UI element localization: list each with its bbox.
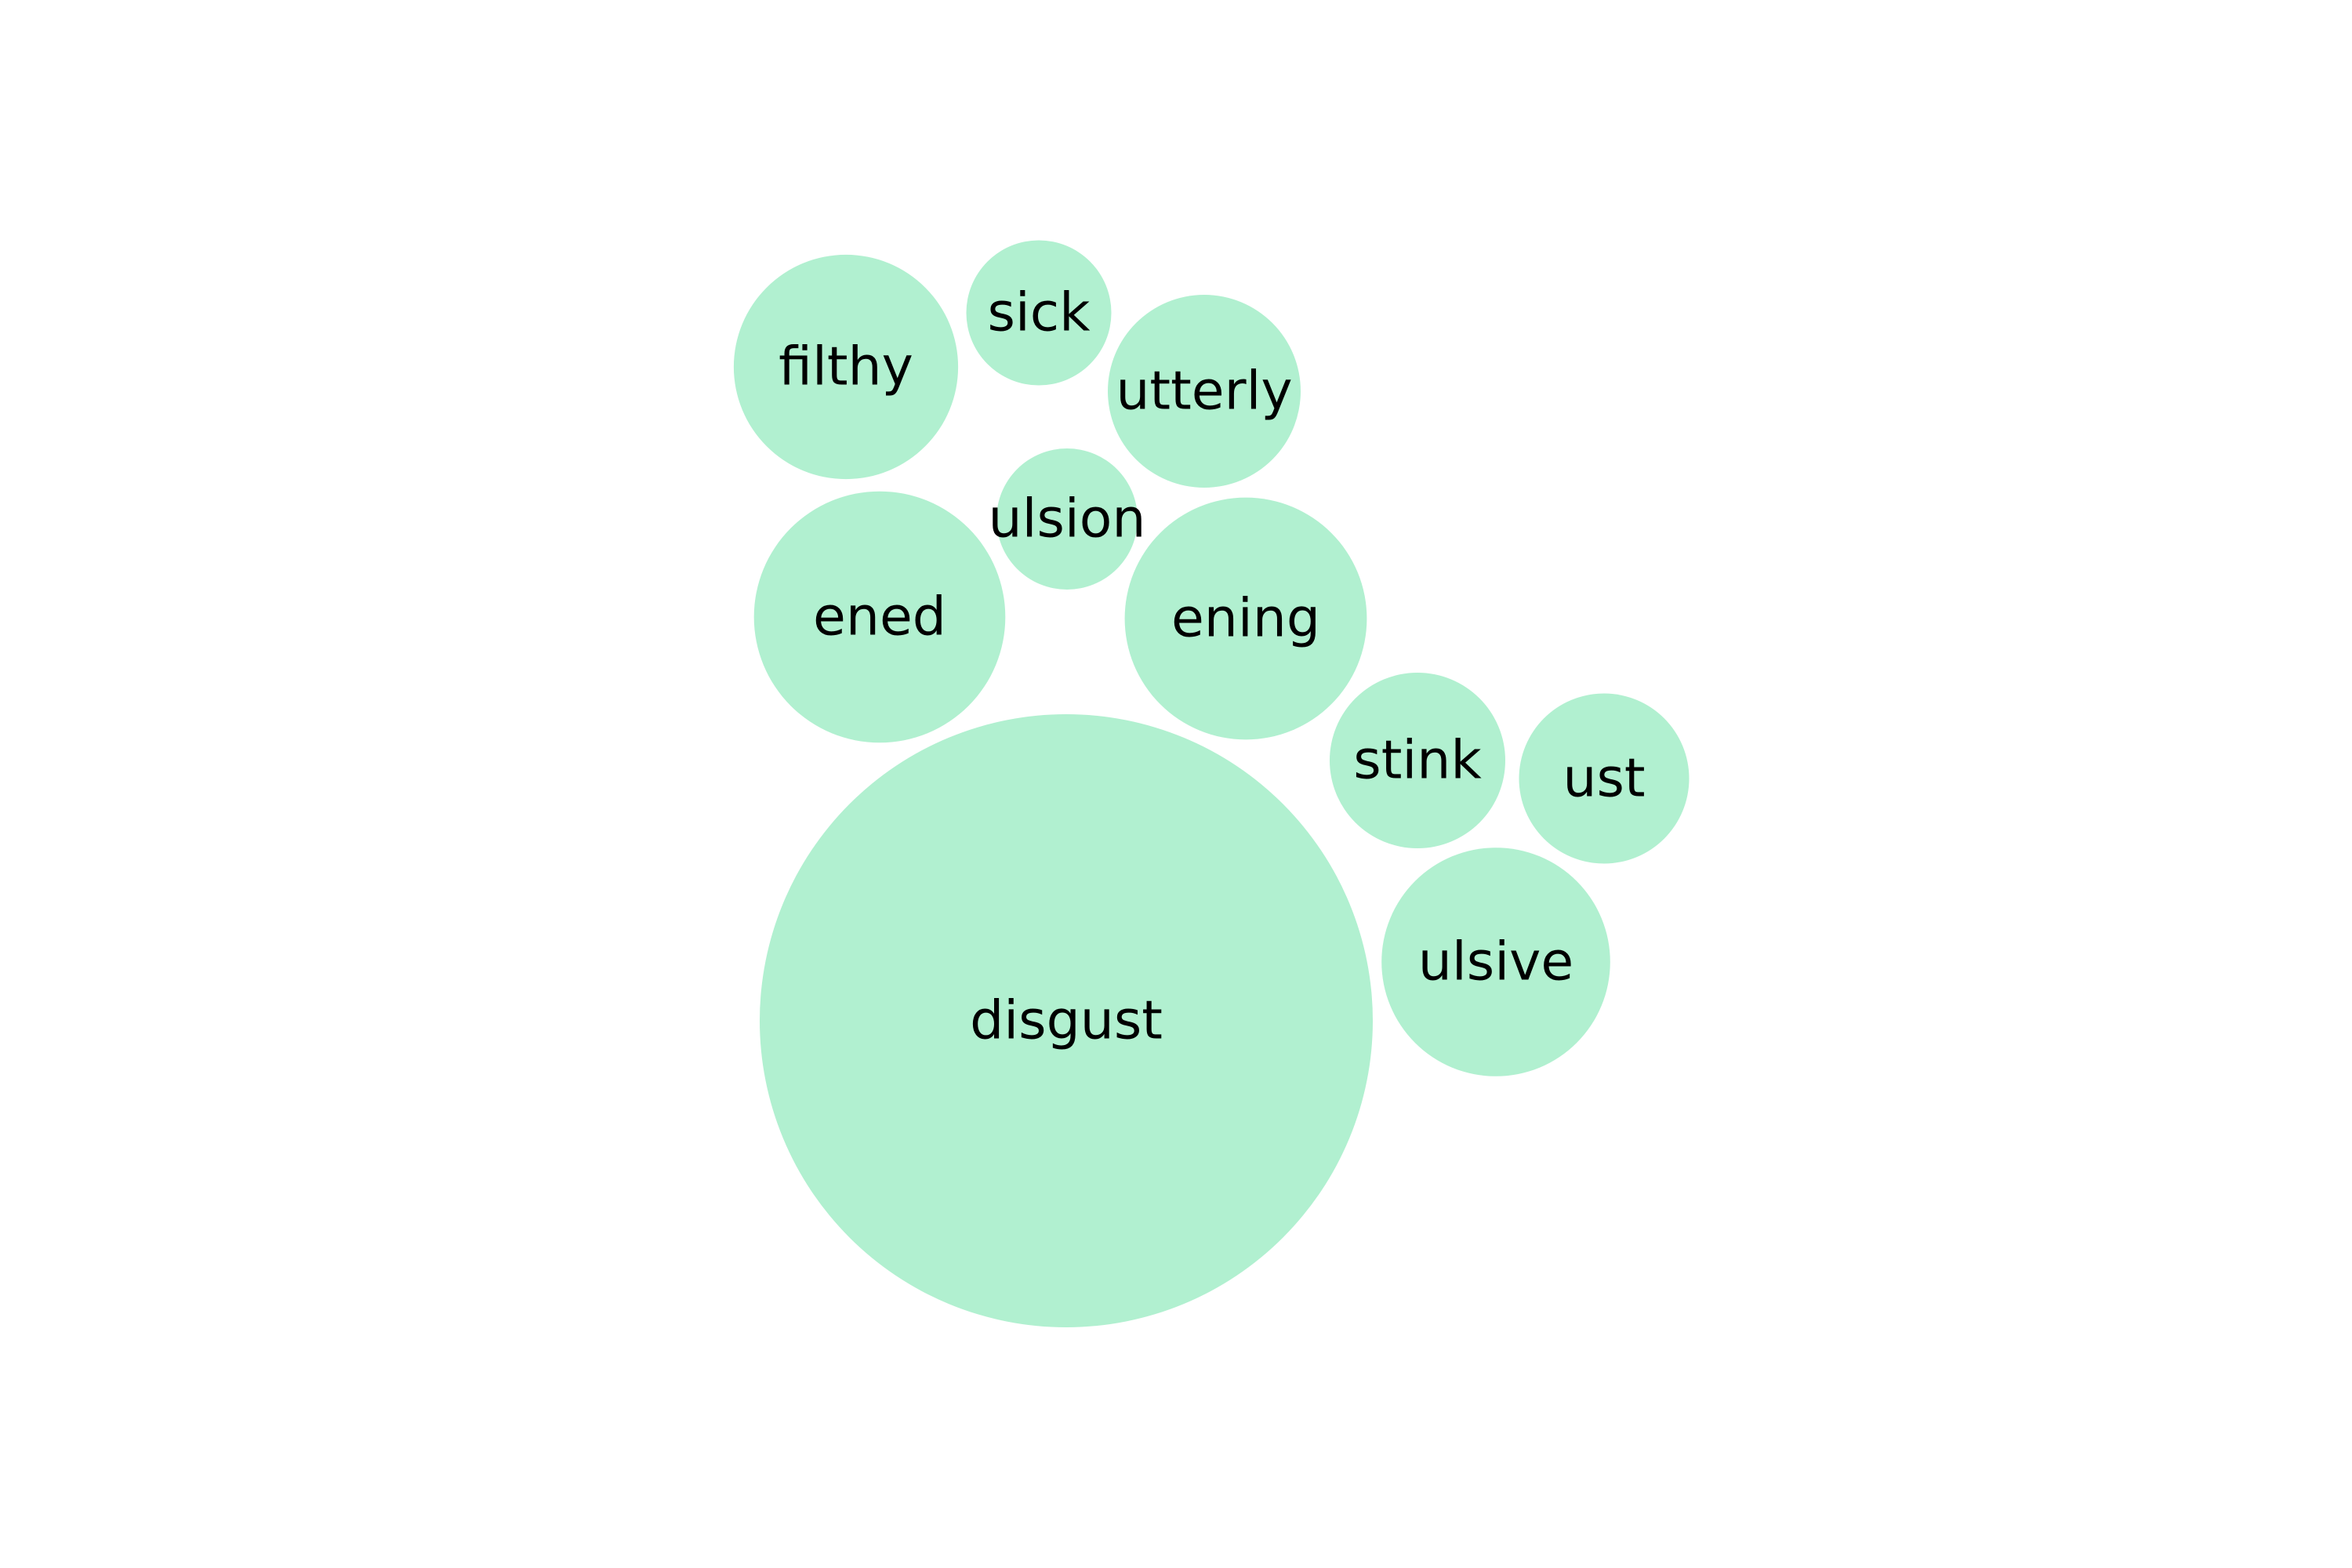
bubble-ulsive: ulsive xyxy=(1381,848,1610,1076)
bubble-label: disgust xyxy=(970,990,1163,1052)
bubble-ened: ened xyxy=(753,491,1006,743)
bubble-ust: ust xyxy=(1519,693,1690,864)
bubble-circle xyxy=(996,448,1138,590)
bubble-label: ulsive xyxy=(1418,931,1573,993)
bubble-label: utterly xyxy=(1116,361,1292,423)
bubble-utterly: utterly xyxy=(1108,295,1301,488)
bubble-label: ulsion xyxy=(988,488,1145,550)
bubble-sick: sick xyxy=(966,240,1112,386)
bubble-circle xyxy=(1108,295,1301,488)
bubbles-layer: disgust ening ened ulsive filthy utterly stink… xyxy=(733,240,1690,1327)
bubble-label: filthy xyxy=(779,336,913,398)
bubble-circle xyxy=(1381,848,1610,1076)
bubble-circle xyxy=(753,491,1006,743)
bubble-label: ust xyxy=(1563,748,1645,810)
bubble-circle xyxy=(966,240,1112,386)
bubble-circle xyxy=(760,714,1373,1327)
bubble-circle xyxy=(1124,497,1367,740)
bubble-circle xyxy=(733,254,959,480)
bubble-label: sick xyxy=(987,282,1091,344)
bubble-disgust: disgust xyxy=(760,714,1373,1327)
bubble-stink: stink xyxy=(1330,673,1505,848)
bubble-label: stink xyxy=(1353,730,1482,792)
bubble-label: ening xyxy=(1171,588,1320,650)
bubble-circle xyxy=(1330,673,1505,848)
bubble-ulsion: ulsion xyxy=(988,448,1146,590)
bubble-ening: ening xyxy=(1124,497,1367,740)
bubble-label: ened xyxy=(813,586,946,648)
bubble-circle xyxy=(1519,693,1690,864)
bubble-filthy: filthy xyxy=(733,254,959,480)
